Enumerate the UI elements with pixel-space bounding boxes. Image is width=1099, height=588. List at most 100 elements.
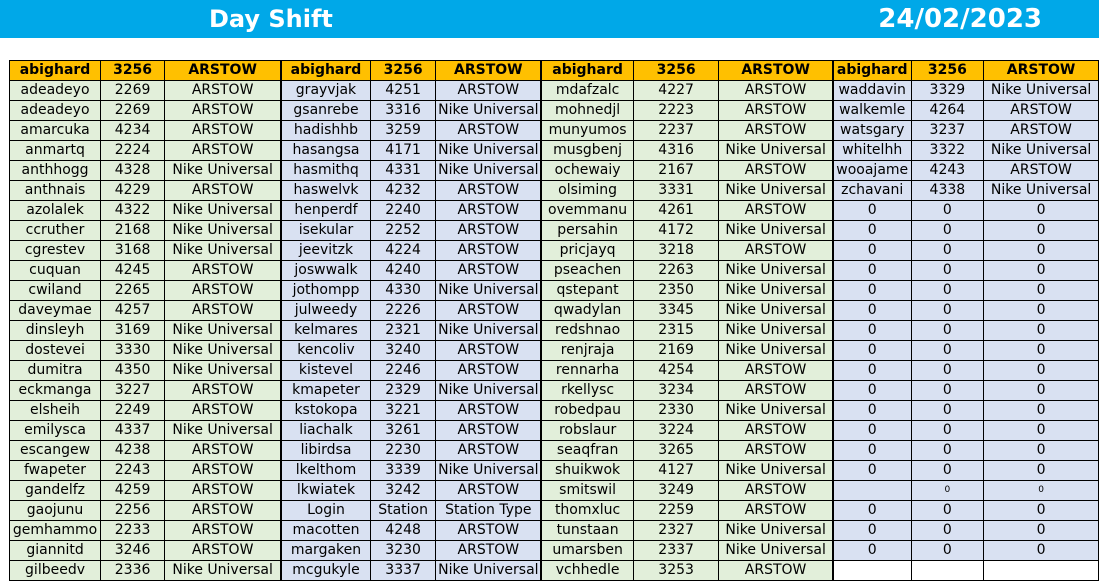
- station-type-cell[interactable]: ARSTOW: [435, 200, 542, 221]
- station-type-cell[interactable]: Nike Universal: [718, 280, 834, 301]
- login-cell[interactable]: musgbenj: [540, 140, 634, 161]
- login-cell[interactable]: escangew: [8, 440, 102, 461]
- station-cell[interactable]: 0: [910, 520, 985, 541]
- station-type-cell[interactable]: Nike Universal: [718, 460, 834, 481]
- station-type-cell[interactable]: ARSTOW: [164, 280, 282, 301]
- station-cell[interactable]: 4331: [369, 160, 437, 181]
- station-type-cell[interactable]: 0: [983, 440, 1099, 461]
- station-cell[interactable]: 0: [910, 240, 985, 261]
- station-cell[interactable]: 4232: [369, 180, 437, 201]
- station-type-cell[interactable]: ARSTOW: [164, 500, 282, 521]
- login-cell[interactable]: 0: [831, 540, 912, 561]
- station-type-cell[interactable]: ARSTOW: [718, 440, 834, 461]
- station-type-cell[interactable]: 0: [983, 420, 1099, 441]
- login-cell[interactable]: gemhammo: [8, 520, 102, 541]
- station-cell[interactable]: 3218: [632, 240, 720, 261]
- login-cell[interactable]: liachalk: [280, 420, 371, 441]
- station-cell[interactable]: 0: [910, 400, 985, 421]
- station-cell[interactable]: 3234: [632, 380, 720, 401]
- station-type-cell[interactable]: ARSTOW: [164, 80, 282, 101]
- login-cell[interactable]: hasangsa: [280, 140, 371, 161]
- login-cell[interactable]: pricjayq: [540, 240, 634, 261]
- station-type-cell[interactable]: ARSTOW: [164, 300, 282, 321]
- station-cell[interactable]: 2224: [100, 140, 166, 161]
- station-type-cell[interactable]: Nike Universal: [164, 320, 282, 341]
- station-type-cell[interactable]: Nike Universal: [435, 380, 542, 401]
- station-cell[interactable]: 0: [910, 540, 985, 561]
- station-type-cell[interactable]: Nike Universal: [164, 340, 282, 361]
- station-cell[interactable]: 2256: [100, 500, 166, 521]
- login-cell[interactable]: qstepant: [540, 280, 634, 301]
- login-cell[interactable]: [831, 560, 912, 581]
- login-cell[interactable]: tunstaan: [540, 520, 634, 541]
- station-type-cell[interactable]: ARSTOW: [983, 120, 1099, 141]
- station-type-cell[interactable]: ARSTOW: [164, 440, 282, 461]
- login-cell[interactable]: persahin: [540, 220, 634, 241]
- login-cell[interactable]: libirdsa: [280, 440, 371, 461]
- station-type-cell[interactable]: ARSTOW: [718, 380, 834, 401]
- station-cell[interactable]: 2168: [100, 220, 166, 241]
- login-cell[interactable]: munyumos: [540, 120, 634, 141]
- station-type-cell[interactable]: Nike Universal: [718, 340, 834, 361]
- station-type-cell[interactable]: 0: [983, 300, 1099, 321]
- station-type-cell[interactable]: 0: [983, 540, 1099, 561]
- station-cell[interactable]: 2243: [100, 460, 166, 481]
- station-type-cell[interactable]: ARSTOW: [718, 80, 834, 101]
- station-cell[interactable]: 0: [910, 440, 985, 461]
- station-cell[interactable]: 2337: [632, 540, 720, 561]
- station-type-cell[interactable]: ARSTOW: [164, 180, 282, 201]
- login-cell[interactable]: watsgary: [831, 120, 912, 141]
- station-type-cell[interactable]: 0: [983, 460, 1099, 481]
- login-cell[interactable]: vchhedle: [540, 560, 634, 581]
- station-cell[interactable]: 4328: [100, 160, 166, 181]
- station-cell[interactable]: 2330: [632, 400, 720, 421]
- station-cell[interactable]: 3240: [369, 340, 437, 361]
- station-type-cell[interactable]: Nike Universal: [435, 140, 542, 161]
- login-cell[interactable]: gaojunu: [8, 500, 102, 521]
- station-cell[interactable]: 0: [910, 380, 985, 401]
- login-cell[interactable]: wooajame: [831, 160, 912, 181]
- login-cell[interactable]: 0: [831, 420, 912, 441]
- login-cell[interactable]: Login: [280, 500, 371, 521]
- login-cell[interactable]: giannitd: [8, 540, 102, 561]
- login-cell[interactable]: 0: [831, 400, 912, 421]
- station-type-cell[interactable]: Nike Universal: [718, 400, 834, 421]
- station-cell[interactable]: 4322: [100, 200, 166, 221]
- station-type-cell[interactable]: ARSTOW: [435, 240, 542, 261]
- station-type-cell[interactable]: ARSTOW: [718, 240, 834, 261]
- station-cell[interactable]: 2249: [100, 400, 166, 421]
- login-cell[interactable]: walkemle: [831, 100, 912, 121]
- login-cell[interactable]: 0: [831, 260, 912, 281]
- station-cell[interactable]: 3242: [369, 480, 437, 501]
- login-cell[interactable]: eckmanga: [8, 380, 102, 401]
- login-cell[interactable]: jeevitzk: [280, 240, 371, 261]
- login-cell[interactable]: henperdf: [280, 200, 371, 221]
- station-type-cell[interactable]: ARSTOW: [718, 480, 834, 501]
- station-cell[interactable]: 3253: [632, 560, 720, 581]
- station-cell[interactable]: 4254: [632, 360, 720, 381]
- login-cell[interactable]: 0: [831, 460, 912, 481]
- station-type-cell[interactable]: ARSTOW: [718, 120, 834, 141]
- login-cell[interactable]: anmartq: [8, 140, 102, 161]
- login-cell[interactable]: waddavin: [831, 80, 912, 101]
- station-cell[interactable]: 4229: [100, 180, 166, 201]
- login-cell[interactable]: margaken: [280, 540, 371, 561]
- station-type-cell[interactable]: Nike Universal: [718, 180, 834, 201]
- station-type-cell[interactable]: ARSTOW: [435, 220, 542, 241]
- station-type-cell[interactable]: 0: [983, 480, 1099, 501]
- login-cell[interactable]: zchavani: [831, 180, 912, 201]
- station-cell[interactable]: 3345: [632, 300, 720, 321]
- station-cell[interactable]: 2169: [632, 340, 720, 361]
- station-type-cell[interactable]: ARSTOW: [164, 100, 282, 121]
- station-cell[interactable]: 4245: [100, 260, 166, 281]
- station-cell[interactable]: 4261: [632, 200, 720, 221]
- station-cell[interactable]: 3169: [100, 320, 166, 341]
- station-cell[interactable]: 2237: [632, 120, 720, 141]
- station-type-cell[interactable]: 0: [983, 340, 1099, 361]
- station-type-cell[interactable]: Nike Universal: [435, 280, 542, 301]
- station-type-cell[interactable]: Nike Universal: [164, 220, 282, 241]
- station-cell[interactable]: 2329: [369, 380, 437, 401]
- login-cell[interactable]: fwapeter: [8, 460, 102, 481]
- station-type-cell[interactable]: ARSTOW: [718, 500, 834, 521]
- station-type-cell[interactable]: ARSTOW: [983, 100, 1099, 121]
